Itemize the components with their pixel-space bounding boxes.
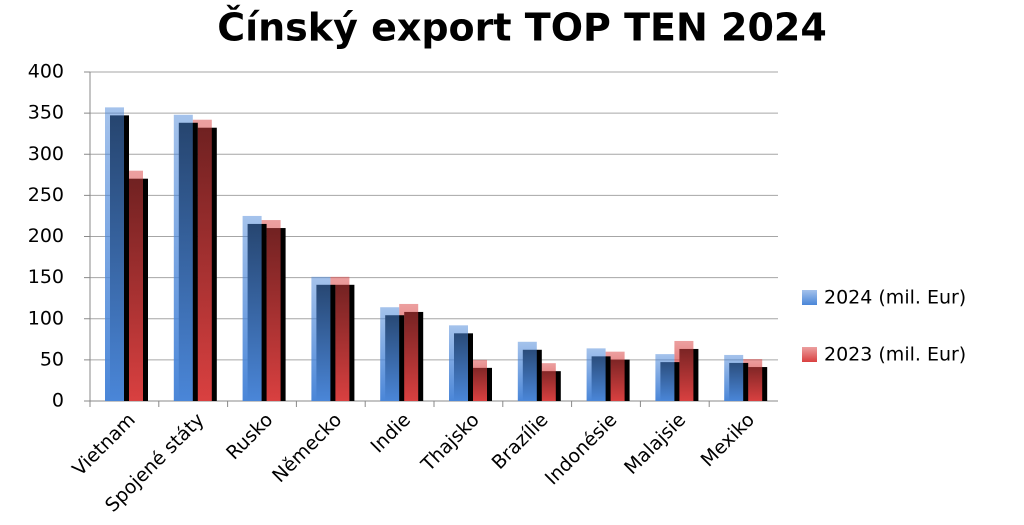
x-tick-label: Indie xyxy=(366,409,415,458)
bar xyxy=(242,215,262,401)
x-tick-label: Brazílie xyxy=(488,409,553,474)
y-tick-label: 200 xyxy=(28,225,64,247)
y-tick-label: 150 xyxy=(28,266,64,288)
bar xyxy=(105,107,124,402)
bar xyxy=(655,354,675,401)
y-tick-label: 250 xyxy=(28,184,64,206)
legend-swatch xyxy=(802,347,817,362)
y-tick-label: 350 xyxy=(28,102,64,124)
bar xyxy=(724,354,744,401)
legend-swatch xyxy=(802,290,817,305)
y-tick-label: 100 xyxy=(28,307,64,329)
bar xyxy=(173,114,193,402)
x-tick-label: Mexiko xyxy=(697,409,759,471)
y-tick-label: 0 xyxy=(52,390,64,412)
x-tick-label: Malajsie xyxy=(620,409,690,479)
x-tick-label: Rusko xyxy=(222,409,277,464)
bar xyxy=(517,341,537,401)
bar xyxy=(449,325,468,401)
chart-title: Čínský export TOP TEN 2024 xyxy=(217,6,827,50)
y-tick-label: 400 xyxy=(28,61,64,83)
x-tick-label: Thajsko xyxy=(416,409,483,476)
bar xyxy=(311,276,331,401)
x-tick-label: Německo xyxy=(268,409,346,487)
legend-label: 2023 (mil. Eur) xyxy=(824,344,966,366)
y-tick-label: 300 xyxy=(28,143,64,165)
bar xyxy=(380,307,400,401)
y-tick-label: 50 xyxy=(40,348,64,370)
legend-label: 2024 (mil. Eur) xyxy=(824,287,966,309)
bar xyxy=(586,348,606,401)
x-tick-label: Indonésie xyxy=(541,409,622,490)
x-tick-label: Vietnam xyxy=(68,409,140,481)
